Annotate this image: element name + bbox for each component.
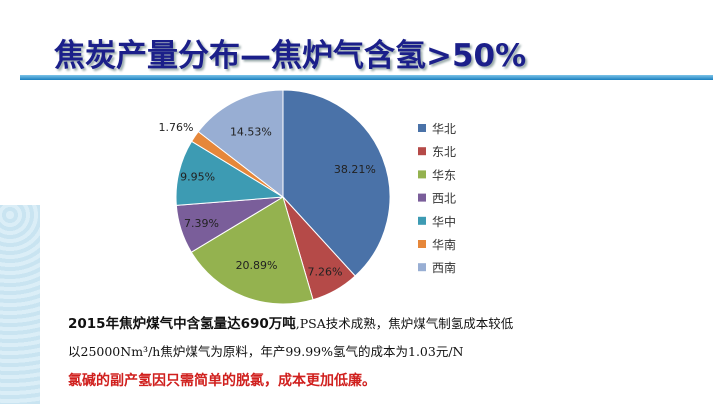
- data-label: 14.53%: [230, 126, 272, 139]
- legend-label: 华中: [432, 214, 456, 229]
- legend-swatch: [418, 147, 426, 156]
- text-line-1-bold: 2015年焦炉煤气中含氢量达690万吨: [68, 316, 296, 332]
- slide-title: 焦炭产量分布—焦炉气含氢>50%: [54, 38, 527, 74]
- legend-label: 东北: [432, 145, 456, 159]
- pie-slice-华北: [282, 89, 391, 277]
- text-line-1: 2015年焦炉煤气中含氢量达690万吨,PSA技术成熟，焦炉煤气制氢成本较低: [68, 312, 513, 332]
- legend-swatch: [418, 263, 426, 272]
- data-label: 1.76%: [159, 121, 194, 134]
- text-line-2: 以25000Nm³/h焦炉煤气为原料，年产99.99%氢气的成本为1.03元/N: [68, 344, 464, 359]
- pie-slice-西南: [197, 89, 284, 199]
- decorative-pattern: [0, 205, 40, 404]
- pie-slice-华东: [190, 196, 314, 305]
- text-line-3: 氯碱的副产氢因只需简单的脱氯，成本更加低廉。: [68, 373, 376, 389]
- legend-label: 西南: [432, 260, 456, 275]
- data-label: 38.21%: [334, 163, 376, 176]
- legend-swatch: [418, 170, 426, 179]
- data-label: 9.95%: [180, 171, 215, 184]
- legend-label: 华北: [432, 122, 456, 136]
- text-line-1-rest: ,PSA技术成熟，焦炉煤气制氢成本较低: [295, 316, 514, 331]
- data-label: 7.26%: [307, 266, 342, 279]
- data-label: 20.89%: [236, 259, 278, 272]
- legend-swatch: [418, 240, 426, 248]
- title-divider: [20, 75, 713, 80]
- legend-label: 华东: [432, 168, 456, 182]
- legend-swatch: [418, 193, 426, 202]
- legend-swatch: [418, 216, 426, 225]
- data-label: 7.39%: [184, 217, 219, 230]
- legend-label: 华南: [432, 237, 456, 252]
- legend-label: 西北: [432, 192, 456, 206]
- legend-swatch: [418, 124, 426, 132]
